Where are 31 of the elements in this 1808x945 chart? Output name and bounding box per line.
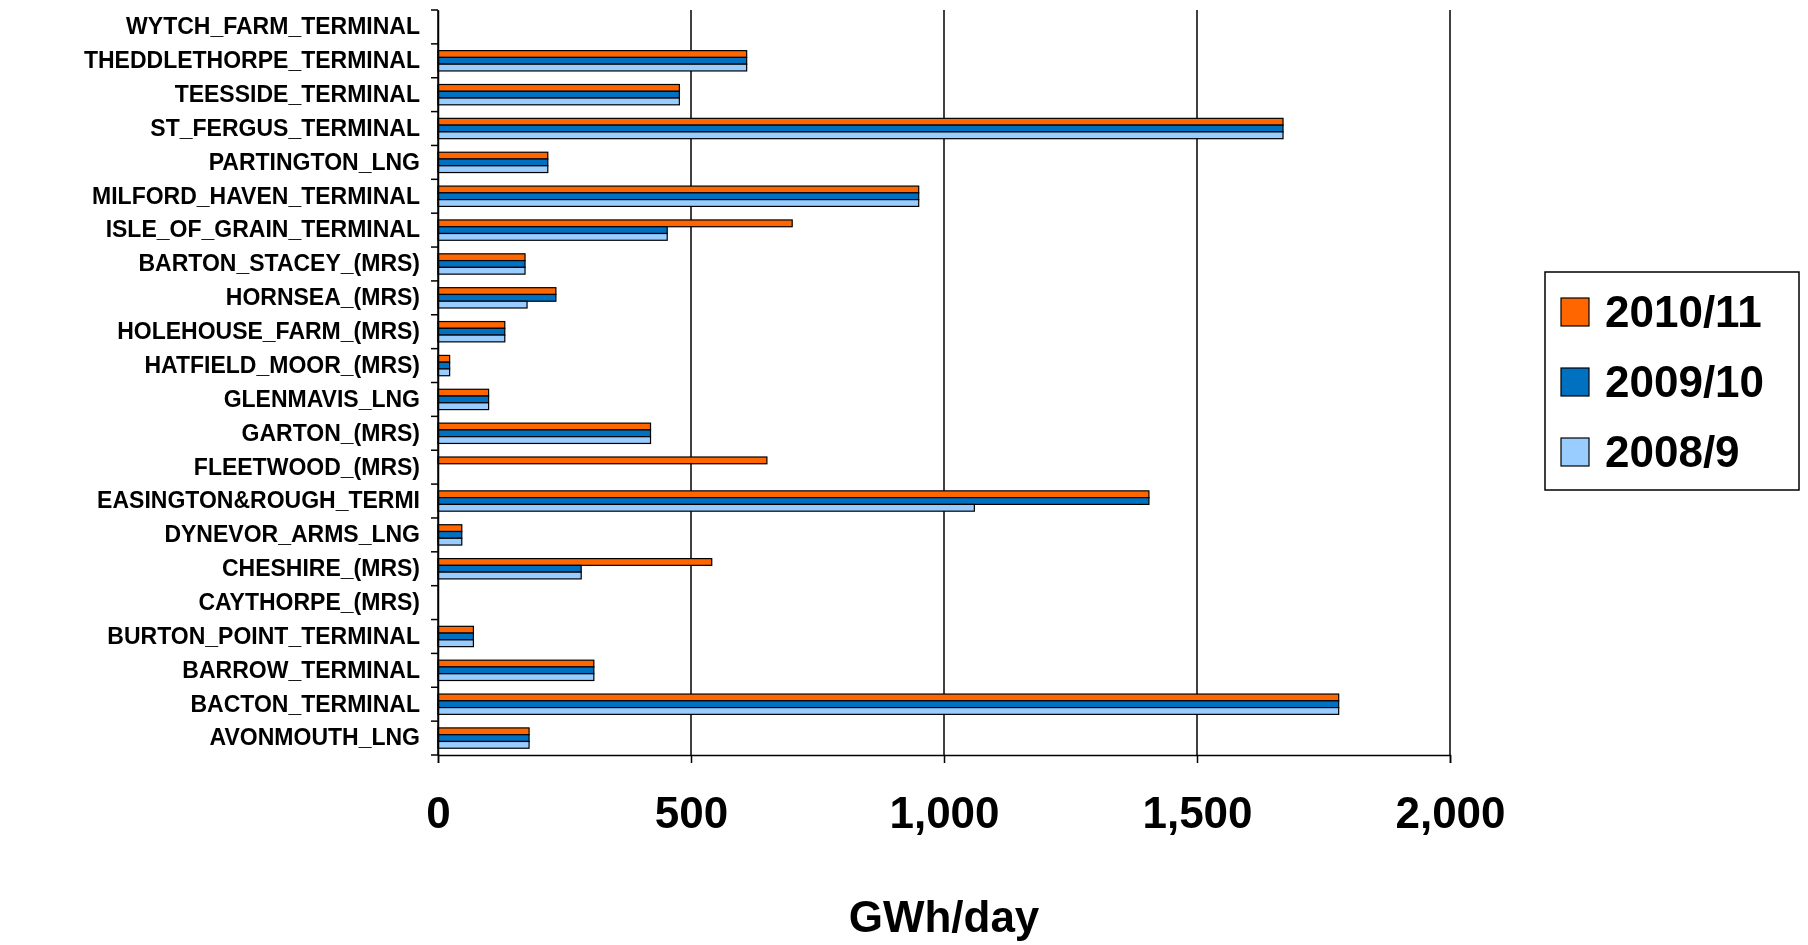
x-tick-label: 1,500	[1142, 788, 1253, 838]
y-tick-label: PARTINGTON_LNG	[208, 148, 420, 175]
legend-label: 2010/11	[1605, 287, 1762, 336]
x-tick-label: 500	[654, 788, 729, 838]
y-tick-label: BURTON_POINT_TERMINAL	[107, 622, 420, 649]
legend-label: 2009/10	[1605, 357, 1765, 406]
y-tick-label: BACTON_TERMINAL	[190, 690, 420, 717]
y-tick-label: CHESHIRE_(MRS)	[221, 555, 420, 582]
y-tick-label: GARTON_(MRS)	[241, 419, 420, 446]
y-tick-label: EASINGTON&ROUGH_TERMI	[97, 487, 420, 514]
y-tick-label: TEESSIDE_TERMINAL	[174, 81, 420, 108]
x-tick-label: 0	[426, 788, 451, 838]
x-tick-label: 2,000	[1395, 788, 1506, 838]
y-tick-label: ISLE_OF_GRAIN_TERMINAL	[105, 216, 420, 243]
y-tick-label: FLEETWOOD_(MRS)	[193, 453, 420, 480]
y-tick-label: HATFIELD_MOOR_(MRS)	[144, 351, 420, 378]
y-tick-label: DYNEVOR_ARMS_LNG	[164, 521, 420, 548]
y-tick-label: HORNSEA_(MRS)	[225, 284, 420, 311]
x-tick-label: 1,000	[889, 788, 1000, 838]
y-tick-label: GLENMAVIS_LNG	[223, 385, 420, 412]
y-tick-label: BARROW_TERMINAL	[182, 656, 420, 683]
x-axis-title: GWh/day	[848, 892, 1040, 941]
y-tick-label: WYTCH_FARM_TERMINAL	[126, 13, 420, 40]
y-tick-label: AVONMOUTH_LNG	[209, 724, 420, 751]
y-tick-label: BARTON_STACEY_(MRS)	[138, 250, 420, 277]
y-tick-label: MILFORD_HAVEN_TERMINAL	[92, 182, 420, 209]
y-tick-label: THEDDLETHORPE_TERMINAL	[83, 47, 420, 74]
y-tick-label: HOLEHOUSE_FARM_(MRS)	[117, 318, 420, 345]
y-tick-label: CAYTHORPE_(MRS)	[198, 588, 420, 615]
legend-label: 2008/9	[1605, 427, 1740, 476]
y-tick-label: ST_FERGUS_TERMINAL	[150, 114, 420, 141]
